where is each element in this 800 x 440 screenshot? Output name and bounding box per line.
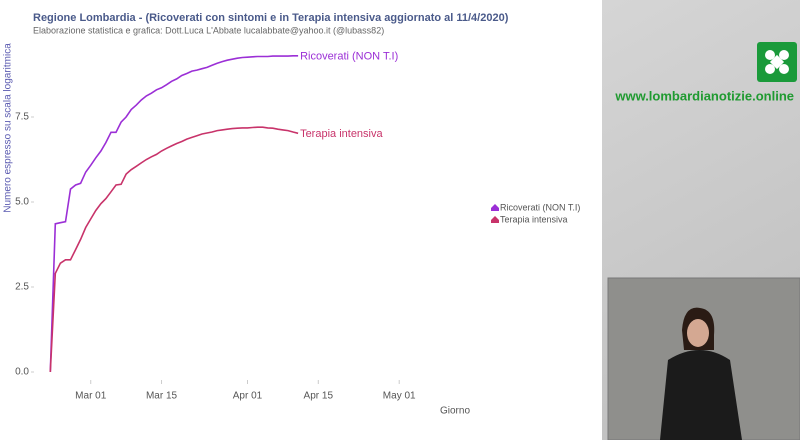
y-axis-label: Numero espresso su scala logaritmica	[3, 43, 14, 213]
series-line	[49, 126, 299, 373]
y-tick-label: 2.5	[15, 282, 29, 293]
x-axis-label: Giorno	[440, 406, 470, 417]
video-inset	[607, 277, 800, 440]
chart-title: Regione Lombardia - (Ricoverati con sint…	[33, 12, 509, 24]
series-line	[49, 55, 299, 373]
x-tick-label: Mar 15	[146, 391, 178, 402]
y-tick-label: 7.5	[15, 112, 29, 123]
legend-marker	[491, 204, 499, 211]
series-end-label: Terapia intensiva	[300, 128, 383, 140]
x-tick-label: Apr 01	[233, 391, 263, 402]
series-end-label: Ricoverati (NON T.I)	[300, 51, 398, 63]
legend-label: Terapia intensiva	[500, 214, 568, 224]
x-tick-label: Apr 15	[304, 391, 334, 402]
chart-subtitle: Elaborazione statistica e grafica: Dott.…	[33, 25, 384, 35]
legend-marker	[491, 216, 499, 223]
logo	[757, 42, 797, 82]
chart-panel	[0, 0, 602, 440]
y-tick-label: 5.0	[15, 197, 29, 208]
y-tick-label: 0.0	[15, 367, 29, 378]
legend-label: Ricoverati (NON T.I)	[500, 202, 580, 212]
x-tick-label: May 01	[383, 391, 416, 402]
watermark: www.lombardianotizie.online	[614, 88, 794, 103]
x-tick-label: Mar 01	[75, 391, 107, 402]
